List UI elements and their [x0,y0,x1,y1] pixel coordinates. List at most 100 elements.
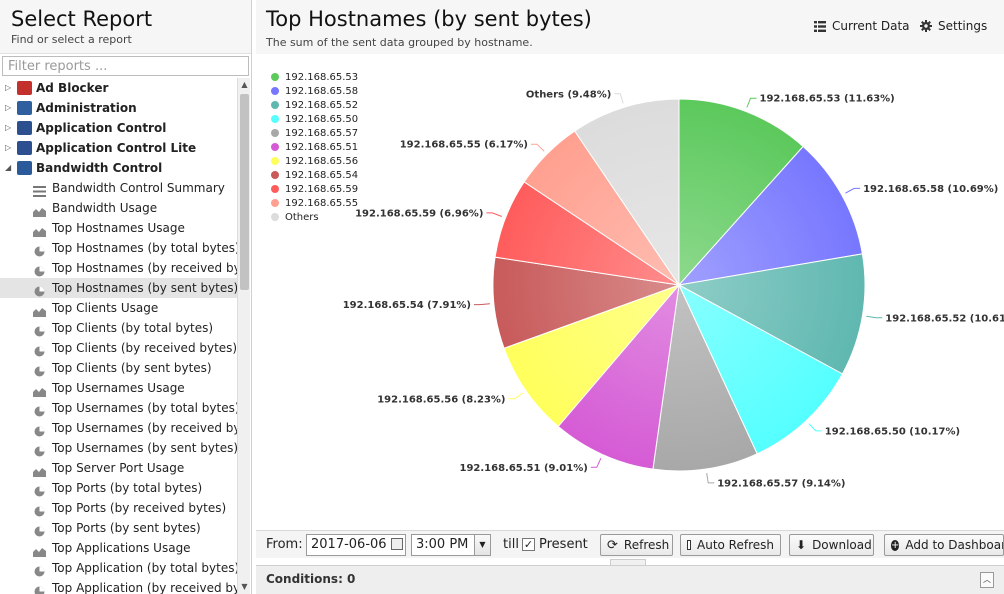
refresh-label: Refresh [623,538,670,552]
tree-report-item-selected[interactable]: Top Hostnames (by sent bytes) [0,278,237,298]
tree-report-item[interactable]: Top Clients Usage [0,298,237,318]
legend-swatch [271,115,279,123]
tree-category[interactable]: ◢ Bandwidth Control [0,158,237,178]
legend-item[interactable]: Others [271,210,358,224]
filter-reports-input[interactable] [2,56,249,76]
tree-report-label: Top Ports (by sent bytes) [52,521,201,535]
tree-report-label: Top Hostnames (by received byt... [52,261,237,275]
pie-slice[interactable] [557,283,680,470]
settings-button[interactable]: Settings [920,19,987,33]
scroll-up-icon[interactable]: ▲ [241,80,248,89]
legend-swatch [271,73,279,81]
pie-slice[interactable] [492,256,680,349]
till-label: till [503,537,519,552]
tree-report-item[interactable]: Top Clients (by total bytes) [0,318,237,338]
tree-report-item[interactable]: Top Hostnames (by received byt... [0,258,237,278]
collapsed-icon[interactable]: ▷ [5,103,12,112]
tree-report-item[interactable]: Top Usernames (by total bytes) [0,398,237,418]
pie-chart: 192.168.65.53 (11.63%) 192.168.65.58 (10.… [343,89,1004,489]
area-chart-icon [33,463,46,477]
current-data-button[interactable]: Current Data [814,19,910,33]
legend-item[interactable]: 192.168.65.59 [271,182,358,196]
legend-item[interactable]: 192.168.65.51 [271,140,358,154]
legend-item[interactable]: 192.168.65.58 [271,84,358,98]
tree-category[interactable]: ▷ Application Control Lite [0,138,237,158]
tree-report-item[interactable]: Top Hostnames Usage [0,218,237,238]
refresh-button[interactable]: ⟳ Refresh [600,534,673,556]
area-chart-icon [33,303,46,317]
tree-report-item[interactable]: Bandwidth Usage [0,198,237,218]
tree-report-item[interactable]: Top Usernames (by sent bytes) [0,438,237,458]
date-field[interactable]: 2017-06-06 [306,534,406,556]
pie-data-label: 192.168.65.56 (8.23%) [377,394,505,405]
pie-slice[interactable] [677,253,866,375]
pie-connector [486,212,502,217]
legend-item[interactable]: 192.168.65.53 [271,70,358,84]
legend-item[interactable]: 192.168.65.52 [271,98,358,112]
report-selector-header: Select Report Find or select a report [0,0,251,54]
tree-report-label: Top Application (by received bytes) [52,581,237,594]
present-checkbox[interactable]: ✓ [522,538,535,551]
tree-report-item[interactable]: Top Ports (by received bytes) [0,498,237,518]
pie-slice[interactable] [678,98,804,287]
tree-report-item[interactable]: Top Hostnames (by total bytes) [0,238,237,258]
collapsed-icon[interactable]: ▷ [5,83,12,92]
legend-label: 192.168.65.56 [285,155,359,167]
pie-data-label: 192.168.65.51 (9.01%) [460,463,588,474]
conditions-panel: Conditions: 0 ︿ [256,565,1004,594]
tree-report-label: Top Clients Usage [52,301,159,315]
report-tree-scrollbar[interactable]: ▲ ▼ [237,78,250,594]
tree-report-item[interactable]: Top Application (by received bytes) [0,578,237,594]
tree-report-item[interactable]: Bandwidth Control Summary [0,178,237,198]
legend-swatch [271,87,279,95]
tree-report-item[interactable]: Top Server Port Usage [0,458,237,478]
tree-report-item[interactable]: Top Usernames Usage [0,378,237,398]
legend-label: 192.168.65.50 [285,113,359,125]
tree-report-item[interactable]: Top Application (by total bytes) [0,558,237,578]
pie-chart-icon [33,283,46,297]
tree-report-item[interactable]: Top Ports (by total bytes) [0,478,237,498]
tree-report-item[interactable]: Top Clients (by received bytes) [0,338,237,358]
pie-slice[interactable] [677,283,844,455]
tree-category[interactable]: ▷ Ad Blocker [0,78,237,98]
legend-item[interactable]: 192.168.65.54 [271,168,358,182]
scroll-down-icon[interactable]: ▼ [241,582,248,591]
pie-slice[interactable] [677,145,863,286]
legend-swatch [271,143,279,151]
scrollbar-thumb[interactable] [240,94,249,290]
expanded-icon[interactable]: ◢ [5,163,12,172]
legend-item[interactable]: 192.168.65.55 [271,196,358,210]
date-value: 2017-06-06 [311,537,387,552]
time-field[interactable]: 3:00 PM ▼ [411,534,491,556]
legend-item[interactable]: 192.168.65.57 [271,126,358,140]
tree-report-label: Top Ports (by received bytes) [52,501,227,515]
pie-slice[interactable] [652,283,758,472]
download-button[interactable]: ⬇ Download [789,534,874,556]
toolbar-collapse-handle[interactable] [610,559,646,565]
pie-slice[interactable] [503,283,681,428]
tree-report-item[interactable]: Top Clients (by sent bytes) [0,358,237,378]
chevron-down-icon[interactable]: ▼ [474,535,490,555]
collapsed-icon[interactable]: ▷ [5,143,12,152]
tree-report-item[interactable]: Top Ports (by sent bytes) [0,518,237,538]
legend-item[interactable]: 192.168.65.50 [271,112,358,126]
legend-item[interactable]: 192.168.65.56 [271,154,358,168]
legend-label: 192.168.65.52 [285,99,359,111]
auto-refresh-button[interactable]: Auto Refresh [680,534,781,556]
tree-report-item[interactable]: Top Usernames (by received bytes) [0,418,237,438]
calendar-icon[interactable] [391,538,403,550]
tree-category-label: Administration [36,101,137,115]
collapsed-icon[interactable]: ▷ [5,123,12,132]
pie-chart-icon [33,403,46,417]
tree-report-item[interactable]: Top Applications Usage [0,538,237,558]
pie-data-label: 192.168.65.52 (10.61%) [885,313,1004,324]
add-to-dashboard-button[interactable]: + Add to Dashboard [884,534,1004,556]
expand-conditions-icon[interactable]: ︿ [980,572,994,588]
tree-category[interactable]: ▷ Application Control [0,118,237,138]
tree-category[interactable]: ▷ Administration [0,98,237,118]
pie-slice[interactable] [573,98,680,287]
report-selector-subtitle: Find or select a report [11,33,132,46]
pie-chart-icon [33,343,46,357]
pie-chart-icon [33,563,46,577]
conditions-label: Conditions: 0 [266,572,356,586]
